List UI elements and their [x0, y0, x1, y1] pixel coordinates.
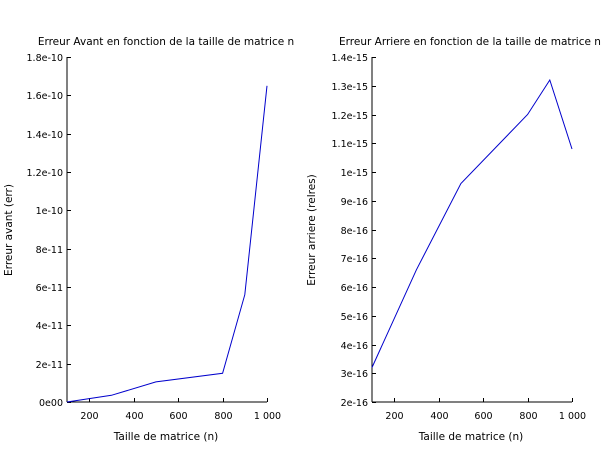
x-tick-label: 800: [214, 411, 232, 422]
y-tick-label: 8e-16: [341, 226, 368, 237]
x-tick-label: 200: [385, 411, 403, 422]
y-tick-label: 1.4e-15: [332, 53, 368, 64]
y-axis-label: Erreur arriere (relres): [306, 174, 318, 285]
y-tick-label: 2e-11: [36, 360, 63, 371]
y-tick-label: 9e-16: [341, 197, 368, 208]
y-tick-label: 1.6e-10: [27, 91, 63, 102]
y-tick-label: 1e-10: [36, 206, 63, 217]
y-tick-label: 1e-15: [341, 168, 368, 179]
x-axis-label: Taille de matrice (n): [113, 431, 219, 443]
y-tick-label: 7e-16: [341, 254, 368, 265]
y-tick-label: 1.3e-15: [332, 82, 368, 93]
y-tick-label: 1.2e-15: [332, 111, 368, 122]
plot-area: 0e00 2e-11 4e-11 6e-11 8e-11 1e-10 1.2e-10 1.4e…: [27, 53, 282, 422]
y-tick-label: 1.8e-10: [27, 53, 63, 64]
y-tick-label: 0e00: [39, 398, 63, 409]
y-tick-label: 4e-16: [341, 341, 368, 352]
x-tick-label: 600: [474, 411, 492, 422]
chart-title: Erreur Arriere en fonction de la taille …: [339, 36, 601, 48]
y-tick-label: 6e-16: [341, 283, 368, 294]
series-line: [66, 85, 268, 403]
y-tick-label: 1.2e-10: [27, 168, 63, 179]
x-axis-label: Taille de matrice (n): [418, 431, 524, 443]
y-axis-label: Erreur avant (err): [3, 184, 15, 276]
y-tick-label: 8e-11: [36, 245, 63, 256]
x-tick-label: 1 000: [559, 411, 586, 422]
y-tick-label: 1.4e-10: [27, 130, 63, 141]
y-tick-label: 4e-11: [36, 321, 63, 332]
y-tick-label: 5e-16: [341, 312, 368, 323]
x-tick-label: 200: [80, 411, 98, 422]
chart-forward-error: Erreur Avant en fonction de la taille de…: [3, 36, 294, 443]
chart-backward-error: Erreur Arriere en fonction de la taille …: [306, 36, 601, 443]
x-tick-label: 800: [519, 411, 537, 422]
y-tick-label: 1.1e-15: [332, 139, 368, 150]
x-tick-label: 600: [169, 411, 187, 422]
x-tick-label: 1 000: [254, 411, 281, 422]
y-tick-label: 6e-11: [36, 283, 63, 294]
x-tick-label: 400: [430, 411, 448, 422]
plot-area: 2e-16 3e-16 4e-16 5e-16 6e-16 7e-16 8e-16 9e-16…: [332, 53, 587, 422]
y-tick-label: 3e-16: [341, 369, 368, 380]
chart-title: Erreur Avant en fonction de la taille de…: [38, 36, 294, 48]
series-line: [371, 78, 573, 368]
x-tick-label: 400: [125, 411, 143, 422]
y-tick-label: 2e-16: [341, 398, 368, 409]
